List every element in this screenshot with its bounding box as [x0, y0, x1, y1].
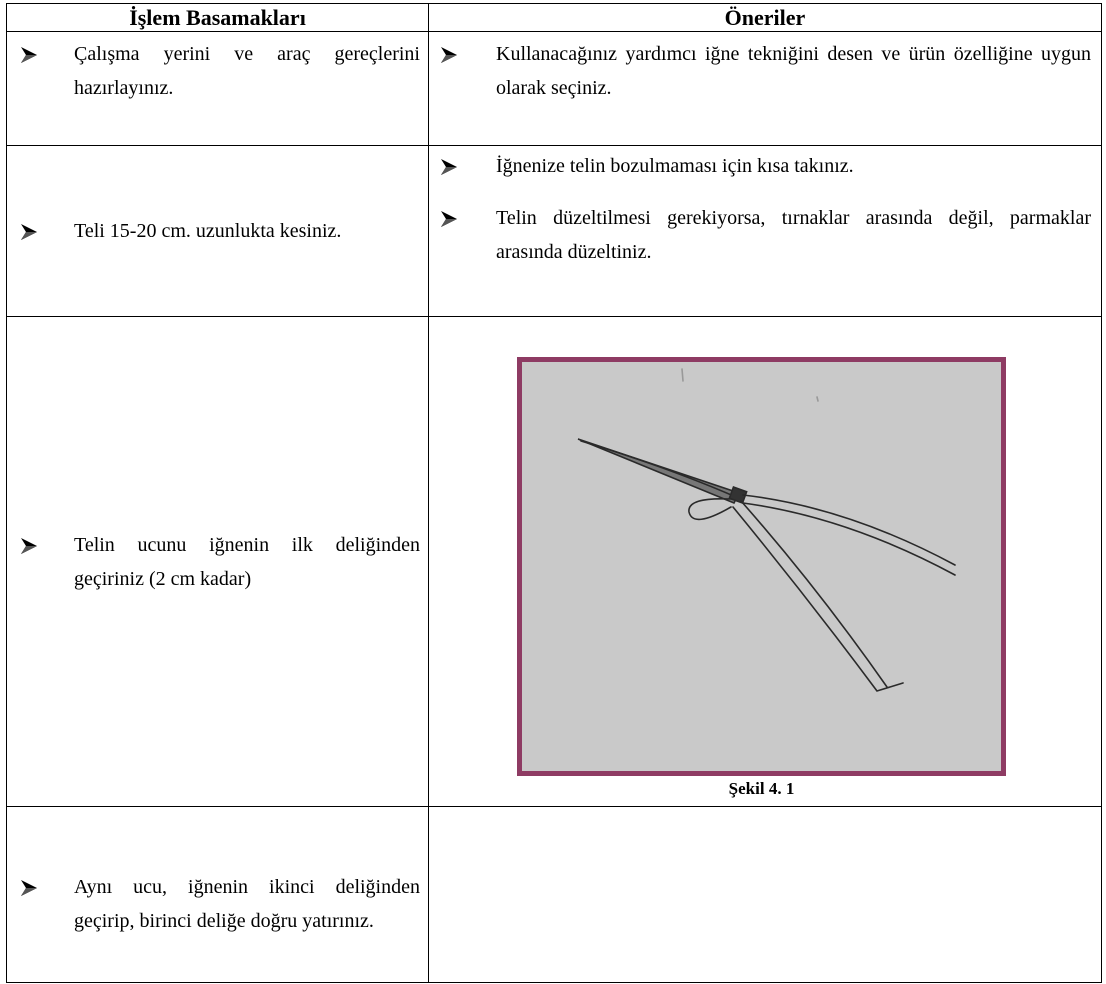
bullet-shadow	[441, 167, 457, 175]
list-item: Kullanacağınız yardımcı iğne tekniğini d…	[429, 37, 1101, 105]
bullet	[21, 224, 37, 240]
table-row: Çalışma yerini ve araç gereçlerini hazır…	[6, 32, 1102, 146]
wire-lower-b	[732, 506, 904, 692]
figure	[517, 357, 1006, 776]
item-text: İğnenize telin bozulmaması için kısa tak…	[496, 155, 854, 177]
bullet-shadow	[21, 545, 37, 554]
suggestion-cell	[429, 807, 1102, 982]
wire-lower-a	[740, 500, 888, 688]
suggestion-cell: Şekil 4. 1	[429, 317, 1102, 806]
step-cell: Aynı ucu, iğnenin ikinci deliğinden geçi…	[6, 807, 429, 982]
list-item: Aynı ucu, iğnenin ikinci deliğinden geçi…	[7, 870, 428, 938]
suggestion-cell: İğnenize telin bozulmaması için kısa tak…	[429, 146, 1102, 316]
item-text: Telin ucunu iğnenin ilk deliğinden geçir…	[74, 533, 420, 590]
item-text: Telin düzeltilmesi gerekiyorsa, tırnakla…	[496, 207, 1091, 263]
list-item: İğnenize telin bozulmaması için kısa tak…	[429, 149, 1101, 183]
bullet-shadow	[21, 55, 37, 63]
step-cell: Çalışma yerini ve araç gereçlerini hazır…	[6, 32, 429, 145]
item-text: Kullanacağınız yardımcı iğne tekniğini d…	[496, 43, 1091, 99]
wire-upper-a	[742, 494, 956, 566]
item-text: Teli 15-20 cm. uzunlukta kesiniz.	[74, 220, 342, 242]
bullet	[21, 537, 37, 554]
bullet-shadow	[441, 219, 457, 227]
header-row: İşlem Basamakları Öneriler	[6, 4, 1102, 32]
table: İşlem Basamakları Öneriler Çalışma yerin…	[6, 3, 1102, 983]
header-cell: İşlem Basamakları	[6, 4, 429, 31]
needle-eye	[728, 485, 748, 505]
suggestion-cell: Kullanacağınız yardımcı iğne tekniğini d…	[429, 32, 1102, 145]
step-cell: Teli 15-20 cm. uzunlukta kesiniz.	[6, 146, 429, 316]
bullet	[21, 879, 37, 896]
list-item: Telin düzeltilmesi gerekiyorsa, tırnakla…	[429, 201, 1101, 269]
step-cell: Telin ucunu iğnenin ilk deliğinden geçir…	[6, 317, 429, 806]
wire-upper-b	[742, 502, 956, 576]
bullet	[441, 159, 457, 175]
bullet	[21, 47, 37, 63]
needle-sketch	[577, 368, 956, 692]
header-cell: Öneriler	[429, 4, 1102, 31]
sketch-mark	[681, 368, 819, 402]
figure-frame	[517, 357, 1006, 776]
table-row: Telin ucunu iğnenin ilk deliğinden geçir…	[6, 317, 1102, 807]
item-text: Çalışma yerini ve araç gereçlerini hazır…	[74, 43, 420, 99]
needle-edge	[580, 440, 737, 498]
bullet-shadow	[21, 232, 37, 240]
wire-loop	[688, 497, 732, 521]
figure-caption: Şekil 4. 1	[728, 779, 795, 798]
bullet	[441, 47, 457, 63]
list-item: Telin ucunu iğnenin ilk deliğinden geçir…	[7, 528, 428, 596]
bullet-shadow	[441, 55, 457, 63]
bullet-shadow	[21, 887, 37, 896]
list-item: Çalışma yerini ve araç gereçlerini hazır…	[7, 37, 428, 105]
list-item: Teli 15-20 cm. uzunlukta kesiniz.	[7, 214, 428, 248]
item-text: Aynı ucu, iğnenin ikinci deliğinden geçi…	[74, 875, 420, 932]
table-row: Teli 15-20 cm. uzunlukta kesiniz. İğneniz…	[6, 146, 1102, 317]
table-row: Aynı ucu, iğnenin ikinci deliğinden geçi…	[6, 807, 1102, 983]
bullet	[441, 211, 457, 227]
